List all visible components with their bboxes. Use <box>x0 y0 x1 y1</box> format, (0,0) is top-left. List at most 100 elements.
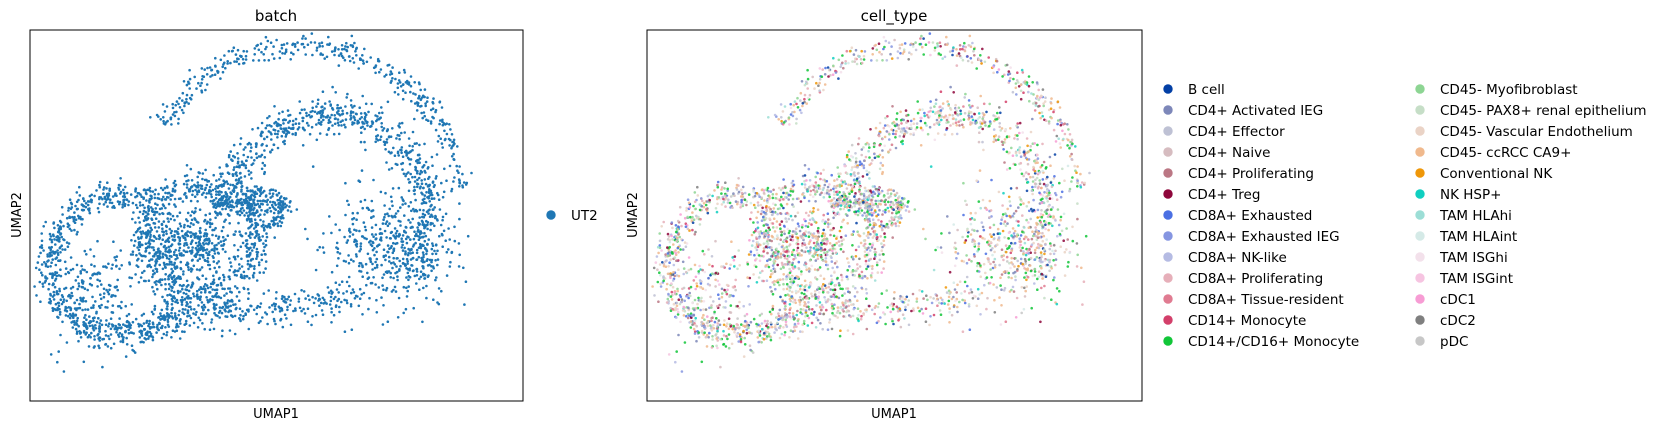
scatter-point <box>419 246 423 250</box>
scatter-point <box>393 214 396 218</box>
scatter-point <box>319 52 323 55</box>
scatter-point <box>165 302 168 305</box>
scatter-point <box>206 257 210 260</box>
scatter-point <box>900 122 903 125</box>
scatter-point <box>343 235 346 239</box>
scatter-point <box>864 142 868 146</box>
scatter-point <box>296 48 300 52</box>
scatter-point <box>294 133 297 137</box>
scatter-point <box>858 55 861 58</box>
scatter-point <box>406 82 409 85</box>
scatter-point <box>948 113 951 117</box>
scatter-point <box>338 310 341 314</box>
scatter-point <box>89 248 92 251</box>
scatter-point <box>165 195 169 199</box>
scatter-point <box>208 291 211 294</box>
scatter-point <box>173 179 177 183</box>
scatter-point <box>399 264 402 268</box>
scatter-point <box>947 104 950 107</box>
scatter-point <box>55 256 59 259</box>
scatter-point <box>257 321 261 325</box>
scatter-point <box>203 327 206 331</box>
scatter-point <box>914 41 917 44</box>
scatter-point <box>401 257 405 261</box>
scatter-point <box>63 260 67 264</box>
scatter-point <box>1068 133 1072 136</box>
scatter-point <box>808 93 812 97</box>
scatter-point <box>415 142 419 145</box>
scatter-point <box>343 58 347 62</box>
scatter-point <box>412 92 415 95</box>
scatter-point <box>44 279 47 283</box>
scatter-point <box>41 282 44 286</box>
scatter-point <box>198 257 202 261</box>
scatter-point <box>993 311 997 314</box>
scatter-point <box>806 87 809 90</box>
scatter-point <box>336 299 339 303</box>
scatter-point <box>102 292 106 295</box>
scatter-point <box>231 315 234 319</box>
scatter-point <box>231 200 234 204</box>
scatter-point <box>98 279 102 283</box>
scatter-point <box>106 181 109 184</box>
scatter-point <box>74 279 78 282</box>
scatter-point <box>360 131 363 134</box>
scatter-point <box>400 121 404 125</box>
scatter-point <box>80 203 84 206</box>
scatter-point <box>88 282 92 286</box>
scatter-point <box>240 211 244 215</box>
scatter-point <box>407 205 411 208</box>
scatter-point <box>1052 278 1055 282</box>
scatter-point <box>211 248 214 251</box>
scatter-point <box>426 243 429 246</box>
scatter-point <box>201 247 205 250</box>
scatter-point <box>152 325 156 329</box>
scatter-point <box>909 43 912 47</box>
scatter-point <box>307 113 311 117</box>
scatter-point <box>411 251 415 254</box>
scatter-point <box>214 226 217 230</box>
scatter-point <box>181 91 185 95</box>
scatter-point <box>334 281 338 285</box>
scatter-point <box>210 321 213 324</box>
scatter-point <box>395 137 398 140</box>
scatter-point <box>354 50 357 53</box>
scatter-point <box>86 203 90 207</box>
scatter-point <box>970 115 973 118</box>
scatter-point <box>185 97 188 101</box>
scatter-point <box>426 96 429 99</box>
scatter-point <box>445 132 449 136</box>
scatter-point <box>47 259 50 262</box>
scatter-point <box>250 223 254 226</box>
scatter-point <box>255 257 258 261</box>
scatter-point <box>380 263 383 267</box>
scatter-point <box>387 63 391 67</box>
scatter-point <box>39 251 42 255</box>
scatter-point <box>315 46 319 50</box>
scatter-point <box>975 121 979 124</box>
scatter-point <box>249 231 252 234</box>
scatter-point <box>420 259 424 263</box>
scatter-point <box>425 259 429 263</box>
scatter-point <box>854 160 858 164</box>
scatter-point <box>423 213 427 217</box>
scatter-point <box>183 193 186 196</box>
scatter-point <box>236 48 240 52</box>
scatter-point <box>795 122 798 125</box>
scatter-point <box>345 241 349 244</box>
scatter-point <box>276 224 280 228</box>
scatter-point <box>139 230 142 234</box>
scatter-point <box>77 282 80 285</box>
scatter-point <box>945 43 949 46</box>
scatter-point <box>227 172 231 175</box>
scatter-point <box>233 255 237 259</box>
scatter-point <box>376 139 380 142</box>
scatter-point <box>902 118 905 122</box>
scatter-point <box>291 119 295 123</box>
scatter-point <box>257 214 260 218</box>
scatter-point <box>351 233 355 236</box>
scatter-point <box>120 264 123 267</box>
scatter-point <box>873 156 877 160</box>
scatter-point <box>380 296 383 299</box>
scatter-point <box>389 276 393 279</box>
